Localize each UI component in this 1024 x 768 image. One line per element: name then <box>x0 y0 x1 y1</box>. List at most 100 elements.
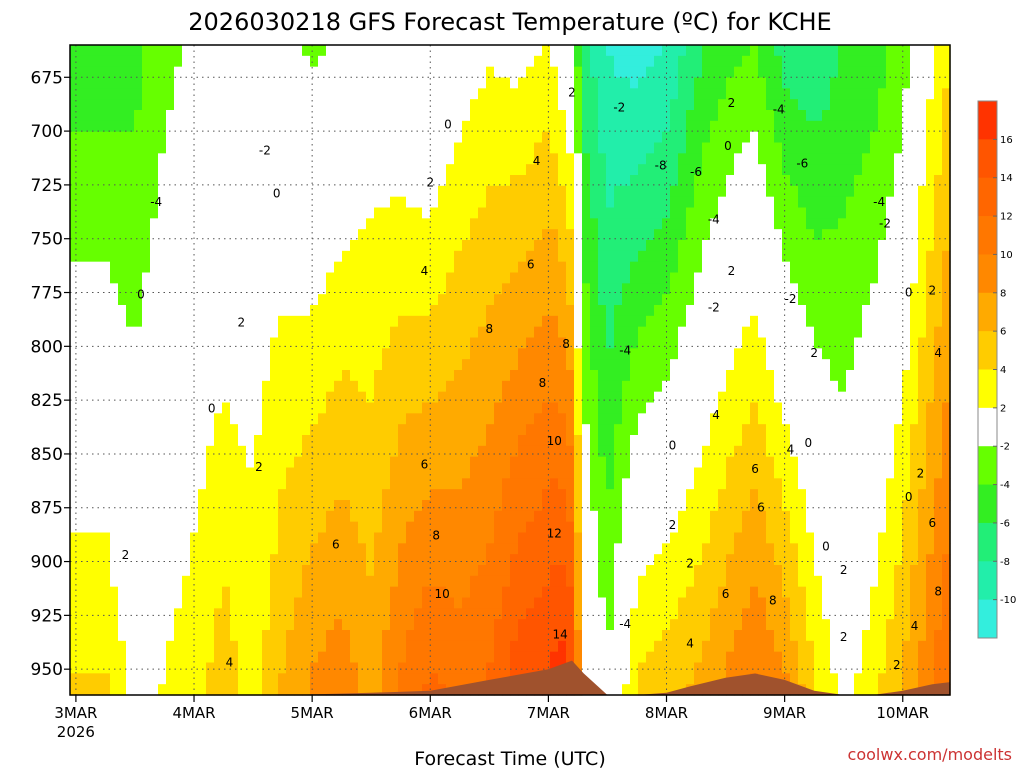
temperature-cell <box>558 164 567 176</box>
temperature-cell <box>230 586 239 599</box>
temperature-cell <box>286 554 295 566</box>
temperature-cell <box>206 554 215 566</box>
temperature-cell <box>726 185 735 198</box>
temperature-cell <box>246 77 255 89</box>
temperature-cell <box>294 305 303 317</box>
temperature-cell <box>550 45 559 57</box>
temperature-cell <box>702 142 711 154</box>
temperature-cell <box>358 88 367 100</box>
temperature-cell <box>534 272 543 284</box>
temperature-cell <box>718 630 727 642</box>
temperature-cell <box>374 229 383 241</box>
temperature-cell <box>366 250 375 263</box>
temperature-cell <box>246 45 255 57</box>
temperature-cell <box>654 532 663 544</box>
temperature-cell <box>286 565 295 577</box>
temperature-cell <box>534 185 543 198</box>
temperature-cell <box>526 467 535 479</box>
temperature-cell <box>582 131 591 144</box>
temperature-cell <box>558 99 567 111</box>
temperature-cell <box>198 489 207 501</box>
temperature-cell <box>526 218 535 230</box>
temperature-cell <box>294 359 303 371</box>
temperature-cell <box>174 142 183 154</box>
temperature-cell <box>254 424 263 436</box>
temperature-cell <box>198 261 207 274</box>
temperature-cell <box>566 467 575 479</box>
temperature-cell <box>390 478 399 490</box>
temperature-cell <box>678 110 687 122</box>
temperature-cell <box>510 370 519 382</box>
temperature-cell <box>710 630 719 642</box>
temperature-cell <box>646 662 655 674</box>
temperature-cell <box>70 424 79 436</box>
temperature-cell <box>390 207 399 219</box>
temperature-cell <box>582 554 591 566</box>
temperature-cell <box>542 597 551 609</box>
temperature-cell <box>78 619 87 631</box>
temperature-cell <box>390 651 399 664</box>
temperature-cell <box>206 131 215 144</box>
temperature-cell <box>542 608 551 620</box>
temperature-cell <box>630 110 639 122</box>
temperature-cell <box>414 120 423 133</box>
temperature-cell <box>366 66 375 79</box>
temperature-cell <box>326 55 335 68</box>
temperature-cell <box>510 467 519 479</box>
temperature-cell <box>294 326 303 339</box>
temperature-cell <box>134 489 143 501</box>
temperature-cell <box>70 229 79 241</box>
temperature-cell <box>502 272 511 284</box>
temperature-cell <box>470 131 479 144</box>
temperature-cell <box>462 315 471 328</box>
temperature-cell <box>686 597 695 609</box>
temperature-cell <box>254 445 263 458</box>
temperature-cell <box>246 673 255 685</box>
temperature-cell <box>422 142 431 154</box>
temperature-cell <box>694 673 703 685</box>
temperature-cell <box>494 467 503 479</box>
temperature-cell <box>110 131 119 144</box>
temperature-cell <box>390 337 399 349</box>
temperature-cell <box>230 467 239 479</box>
temperature-cell <box>726 662 735 674</box>
temperature-cell <box>430 630 439 642</box>
temperature-cell <box>134 164 143 176</box>
temperature-cell <box>406 554 415 566</box>
temperature-cell <box>502 445 511 458</box>
temperature-cell <box>462 467 471 479</box>
temperature-cell <box>574 326 583 339</box>
temperature-cell <box>110 619 119 631</box>
temperature-cell <box>302 380 311 393</box>
temperature-cell <box>326 445 335 458</box>
temperature-cell <box>318 543 327 555</box>
temperature-cell <box>286 261 295 274</box>
temperature-cell <box>542 586 551 599</box>
temperature-cell <box>334 684 343 696</box>
temperature-cell <box>606 99 615 111</box>
temperature-cell <box>118 305 127 317</box>
temperature-cell <box>646 359 655 371</box>
temperature-cell <box>310 640 319 653</box>
temperature-cell <box>334 575 343 588</box>
temperature-cell <box>326 326 335 339</box>
temperature-cell <box>150 575 159 588</box>
temperature-cell <box>670 380 679 393</box>
temperature-cell <box>166 175 175 187</box>
temperature-cell <box>598 240 607 252</box>
temperature-cell <box>646 391 655 404</box>
temperature-cell <box>94 413 103 425</box>
temperature-cell <box>574 261 583 274</box>
temperature-cell <box>158 640 167 653</box>
temperature-cell <box>702 66 711 79</box>
temperature-cell <box>126 283 135 295</box>
temperature-cell <box>414 630 423 642</box>
temperature-cell <box>318 131 327 144</box>
temperature-cell <box>94 326 103 339</box>
temperature-cell <box>390 608 399 620</box>
temperature-cell <box>430 110 439 122</box>
temperature-cell <box>286 315 295 328</box>
temperature-cell <box>174 608 183 620</box>
temperature-cell <box>670 45 679 57</box>
temperature-cell <box>358 380 367 393</box>
